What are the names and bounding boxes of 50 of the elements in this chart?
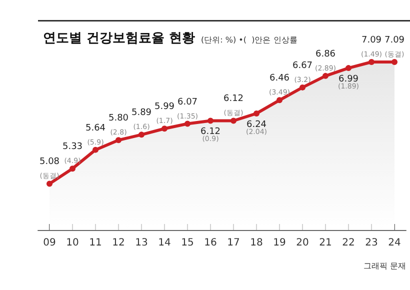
- data-label: 6.99: [338, 74, 359, 85]
- point: [392, 59, 398, 65]
- data-label: 5.89: [131, 108, 152, 118]
- point: [70, 166, 76, 172]
- point: [276, 97, 282, 104]
- x-tick-label: 15: [181, 238, 194, 248]
- point: [254, 110, 260, 116]
- data-label: 6.07: [177, 97, 198, 108]
- chart-title: 연도별 건강보험료율 현황: [43, 31, 196, 46]
- x-tick-label: 16: [204, 238, 217, 248]
- annotation: 그래픽 문재: [363, 262, 406, 270]
- x-tick-label: 09: [43, 238, 56, 248]
- x-tick-label: 24: [388, 238, 401, 248]
- chart-subtitle: (단위: %) •( )안은 인상률: [201, 36, 298, 44]
- data-label: 6.86: [315, 49, 336, 60]
- data-label: 6.46: [269, 74, 290, 84]
- point: [230, 118, 236, 124]
- point: [116, 137, 122, 144]
- x-tick-label: 17: [227, 238, 240, 248]
- point: [92, 146, 98, 153]
- data-label: 7.09: [361, 36, 382, 46]
- x-tick-label: 10: [66, 238, 79, 248]
- x-tick-label: 12: [112, 238, 125, 248]
- point: [138, 132, 144, 138]
- x-tick-label: 14: [158, 238, 171, 248]
- data-label: 5.08: [39, 157, 60, 168]
- data-label: 5.99: [154, 102, 175, 112]
- x-tick-label: 19: [273, 238, 286, 248]
- x-tick-label: 20: [296, 238, 309, 248]
- data-label: 5.33: [62, 142, 83, 152]
- x-tick-label: 23: [365, 238, 378, 248]
- data-label: 5.80: [108, 114, 129, 124]
- point: [368, 59, 374, 65]
- point: [322, 72, 328, 79]
- point: [46, 180, 52, 187]
- data-label: 6.67: [292, 60, 313, 71]
- data-label: 5.64: [85, 123, 106, 134]
- point: [346, 65, 352, 72]
- point: [162, 126, 168, 132]
- x-tick-label: 11: [89, 238, 102, 248]
- x-tick-label: 22: [342, 238, 355, 248]
- point: [184, 120, 190, 127]
- x-tick-label: 13: [135, 238, 148, 248]
- point: [208, 118, 214, 124]
- data-label: 6.12: [223, 94, 244, 104]
- x-tick-label: 18: [250, 238, 263, 248]
- point: [300, 84, 306, 90]
- data-label: 6.24: [246, 120, 267, 130]
- x-tick-label: 21: [319, 238, 332, 248]
- data-label: 7.09: [384, 36, 405, 46]
